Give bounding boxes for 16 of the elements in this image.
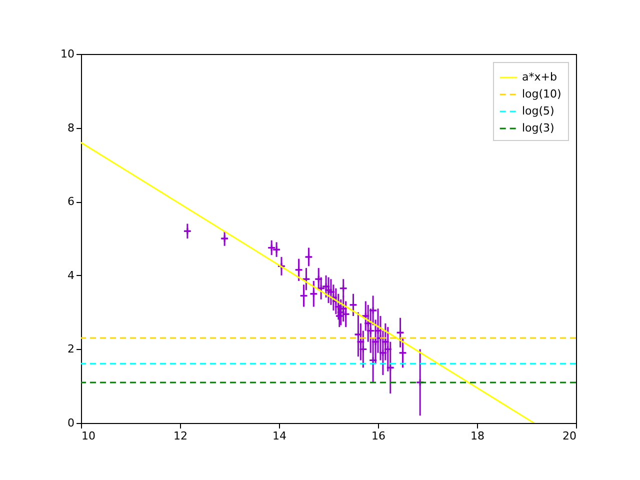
y-tick-label: 6 bbox=[68, 195, 74, 208]
x-tick-label: 18 bbox=[470, 430, 484, 442]
legend-label: log(10) bbox=[522, 88, 562, 100]
x-tick-label: 10 bbox=[82, 430, 96, 442]
y-tick-label: 2 bbox=[68, 342, 74, 356]
y-tick-label: 8 bbox=[68, 121, 74, 134]
y-tick-label: 4 bbox=[68, 268, 74, 282]
legend-label: log(3) bbox=[522, 122, 554, 134]
x-tick-label: 12 bbox=[174, 430, 188, 442]
legend-label: log(5) bbox=[522, 104, 554, 118]
y-tick-label: 0 bbox=[68, 416, 74, 430]
x-tick-label: 20 bbox=[562, 430, 576, 442]
y-tick-label: 10 bbox=[60, 48, 74, 60]
x-tick-label: 16 bbox=[372, 430, 386, 442]
x-tick-label: 14 bbox=[272, 430, 286, 442]
legend-label: a*x+b bbox=[522, 70, 557, 84]
